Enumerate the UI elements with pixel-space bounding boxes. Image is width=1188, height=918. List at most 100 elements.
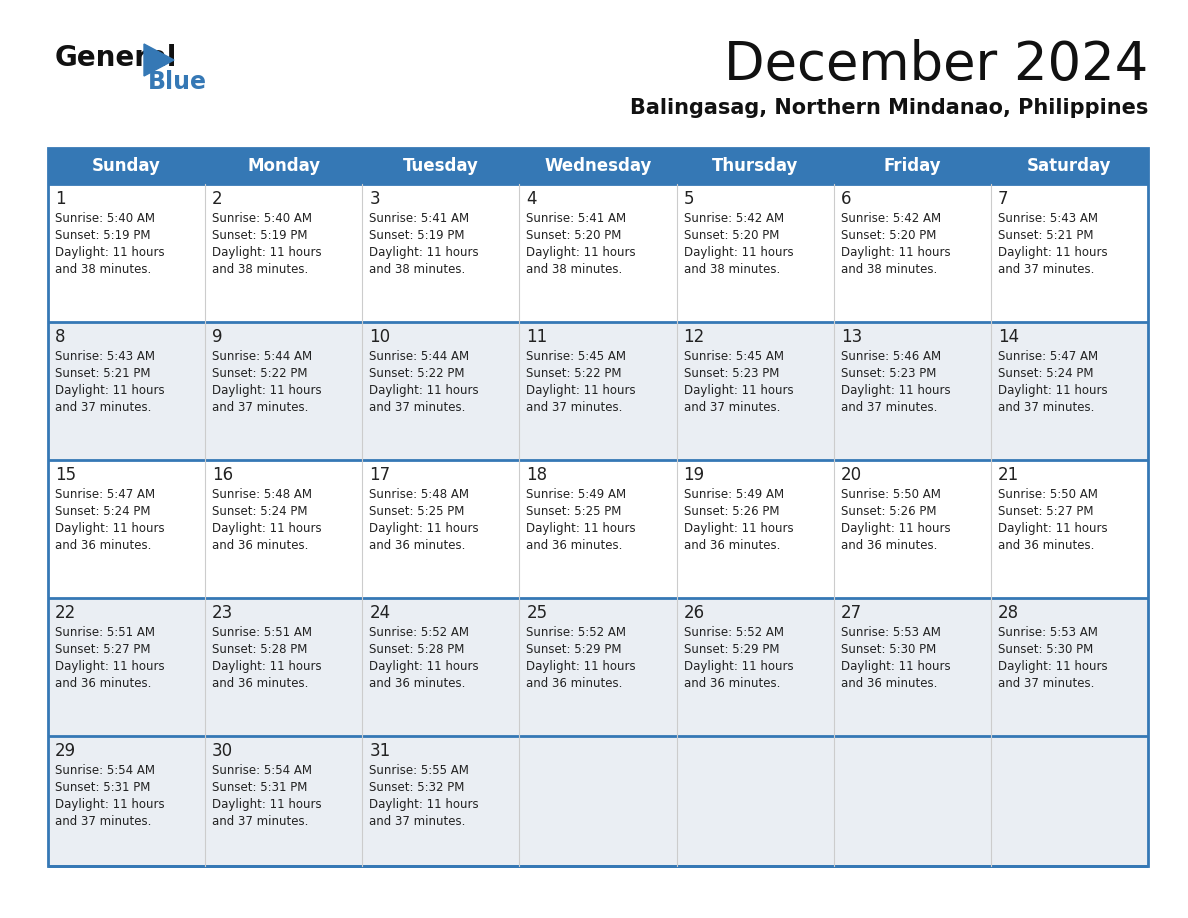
Text: Sunrise: 5:50 AM: Sunrise: 5:50 AM	[841, 488, 941, 501]
Text: December 2024: December 2024	[723, 39, 1148, 91]
Text: Sunset: 5:24 PM: Sunset: 5:24 PM	[998, 367, 1093, 380]
Text: 7: 7	[998, 190, 1009, 208]
Text: and 37 minutes.: and 37 minutes.	[213, 815, 309, 828]
Text: Sunrise: 5:49 AM: Sunrise: 5:49 AM	[683, 488, 784, 501]
Text: and 37 minutes.: and 37 minutes.	[369, 401, 466, 414]
Text: 28: 28	[998, 604, 1019, 622]
Text: and 38 minutes.: and 38 minutes.	[55, 263, 151, 276]
Text: Sunset: 5:20 PM: Sunset: 5:20 PM	[841, 229, 936, 242]
Text: 30: 30	[213, 742, 233, 760]
Text: and 38 minutes.: and 38 minutes.	[213, 263, 309, 276]
Text: Sunset: 5:25 PM: Sunset: 5:25 PM	[369, 505, 465, 518]
Text: 3: 3	[369, 190, 380, 208]
Text: Sunset: 5:19 PM: Sunset: 5:19 PM	[213, 229, 308, 242]
Text: 1: 1	[55, 190, 65, 208]
Text: 18: 18	[526, 466, 548, 484]
Text: Daylight: 11 hours: Daylight: 11 hours	[369, 660, 479, 673]
Text: Sunset: 5:26 PM: Sunset: 5:26 PM	[841, 505, 936, 518]
Text: Sunrise: 5:42 AM: Sunrise: 5:42 AM	[683, 212, 784, 225]
Text: 5: 5	[683, 190, 694, 208]
Text: Sunrise: 5:43 AM: Sunrise: 5:43 AM	[55, 350, 154, 363]
Text: Sunrise: 5:41 AM: Sunrise: 5:41 AM	[526, 212, 626, 225]
Text: Daylight: 11 hours: Daylight: 11 hours	[998, 660, 1107, 673]
Text: 19: 19	[683, 466, 704, 484]
Text: Sunset: 5:23 PM: Sunset: 5:23 PM	[683, 367, 779, 380]
Text: and 36 minutes.: and 36 minutes.	[213, 539, 309, 552]
Text: and 36 minutes.: and 36 minutes.	[683, 539, 781, 552]
Text: and 36 minutes.: and 36 minutes.	[526, 539, 623, 552]
Text: Sunrise: 5:44 AM: Sunrise: 5:44 AM	[213, 350, 312, 363]
Text: Monday: Monday	[247, 157, 321, 175]
Text: Tuesday: Tuesday	[403, 157, 479, 175]
Text: Sunrise: 5:50 AM: Sunrise: 5:50 AM	[998, 488, 1098, 501]
Text: Daylight: 11 hours: Daylight: 11 hours	[55, 798, 165, 811]
Text: Balingasag, Northern Mindanao, Philippines: Balingasag, Northern Mindanao, Philippin…	[630, 98, 1148, 118]
Text: and 38 minutes.: and 38 minutes.	[369, 263, 466, 276]
Text: Sunrise: 5:41 AM: Sunrise: 5:41 AM	[369, 212, 469, 225]
Text: Daylight: 11 hours: Daylight: 11 hours	[683, 384, 794, 397]
Text: Daylight: 11 hours: Daylight: 11 hours	[998, 246, 1107, 259]
Text: Sunrise: 5:54 AM: Sunrise: 5:54 AM	[213, 764, 312, 777]
Text: and 38 minutes.: and 38 minutes.	[526, 263, 623, 276]
Text: Daylight: 11 hours: Daylight: 11 hours	[213, 246, 322, 259]
Text: Sunrise: 5:48 AM: Sunrise: 5:48 AM	[369, 488, 469, 501]
Text: and 37 minutes.: and 37 minutes.	[841, 401, 937, 414]
Text: Sunset: 5:22 PM: Sunset: 5:22 PM	[369, 367, 465, 380]
Text: Sunrise: 5:49 AM: Sunrise: 5:49 AM	[526, 488, 626, 501]
Text: Sunrise: 5:53 AM: Sunrise: 5:53 AM	[998, 626, 1098, 639]
Text: Sunrise: 5:40 AM: Sunrise: 5:40 AM	[213, 212, 312, 225]
Text: Sunset: 5:30 PM: Sunset: 5:30 PM	[841, 643, 936, 656]
Text: Sunrise: 5:44 AM: Sunrise: 5:44 AM	[369, 350, 469, 363]
Bar	[48, 460, 1148, 598]
Text: Sunrise: 5:47 AM: Sunrise: 5:47 AM	[55, 488, 156, 501]
Text: 27: 27	[841, 604, 861, 622]
Text: Sunset: 5:24 PM: Sunset: 5:24 PM	[55, 505, 151, 518]
Bar	[48, 148, 1148, 184]
Text: Sunset: 5:23 PM: Sunset: 5:23 PM	[841, 367, 936, 380]
Text: Sunset: 5:25 PM: Sunset: 5:25 PM	[526, 505, 621, 518]
Text: Daylight: 11 hours: Daylight: 11 hours	[55, 384, 165, 397]
Bar	[48, 598, 1148, 736]
Text: Daylight: 11 hours: Daylight: 11 hours	[526, 522, 636, 535]
Text: Daylight: 11 hours: Daylight: 11 hours	[683, 522, 794, 535]
Text: 8: 8	[55, 328, 65, 346]
Text: Sunset: 5:30 PM: Sunset: 5:30 PM	[998, 643, 1093, 656]
Text: Daylight: 11 hours: Daylight: 11 hours	[841, 246, 950, 259]
Text: and 37 minutes.: and 37 minutes.	[998, 401, 1094, 414]
Text: 31: 31	[369, 742, 391, 760]
Text: Friday: Friday	[884, 157, 941, 175]
Text: Daylight: 11 hours: Daylight: 11 hours	[55, 522, 165, 535]
Text: Sunset: 5:20 PM: Sunset: 5:20 PM	[526, 229, 621, 242]
Text: Sunset: 5:26 PM: Sunset: 5:26 PM	[683, 505, 779, 518]
Text: and 38 minutes.: and 38 minutes.	[841, 263, 937, 276]
Text: and 36 minutes.: and 36 minutes.	[998, 539, 1094, 552]
Text: Sunrise: 5:53 AM: Sunrise: 5:53 AM	[841, 626, 941, 639]
Text: and 38 minutes.: and 38 minutes.	[683, 263, 779, 276]
Text: and 36 minutes.: and 36 minutes.	[55, 539, 151, 552]
Text: Wednesday: Wednesday	[544, 157, 652, 175]
Text: and 36 minutes.: and 36 minutes.	[526, 677, 623, 690]
Text: Daylight: 11 hours: Daylight: 11 hours	[526, 660, 636, 673]
Text: and 36 minutes.: and 36 minutes.	[841, 677, 937, 690]
Text: Daylight: 11 hours: Daylight: 11 hours	[213, 522, 322, 535]
Text: 6: 6	[841, 190, 852, 208]
Text: and 36 minutes.: and 36 minutes.	[369, 677, 466, 690]
Bar	[48, 736, 1148, 866]
Text: Daylight: 11 hours: Daylight: 11 hours	[213, 798, 322, 811]
Text: Daylight: 11 hours: Daylight: 11 hours	[369, 246, 479, 259]
Text: General: General	[55, 44, 177, 72]
Text: Daylight: 11 hours: Daylight: 11 hours	[55, 246, 165, 259]
Text: 21: 21	[998, 466, 1019, 484]
Text: 29: 29	[55, 742, 76, 760]
Text: 2: 2	[213, 190, 223, 208]
Text: 10: 10	[369, 328, 391, 346]
Text: Daylight: 11 hours: Daylight: 11 hours	[998, 384, 1107, 397]
Text: Sunset: 5:32 PM: Sunset: 5:32 PM	[369, 781, 465, 794]
Text: Sunset: 5:19 PM: Sunset: 5:19 PM	[369, 229, 465, 242]
Text: Sunset: 5:29 PM: Sunset: 5:29 PM	[526, 643, 623, 656]
Text: 23: 23	[213, 604, 233, 622]
Text: Sunset: 5:22 PM: Sunset: 5:22 PM	[526, 367, 623, 380]
Text: Sunset: 5:27 PM: Sunset: 5:27 PM	[998, 505, 1093, 518]
Text: Daylight: 11 hours: Daylight: 11 hours	[683, 660, 794, 673]
Text: Daylight: 11 hours: Daylight: 11 hours	[213, 660, 322, 673]
